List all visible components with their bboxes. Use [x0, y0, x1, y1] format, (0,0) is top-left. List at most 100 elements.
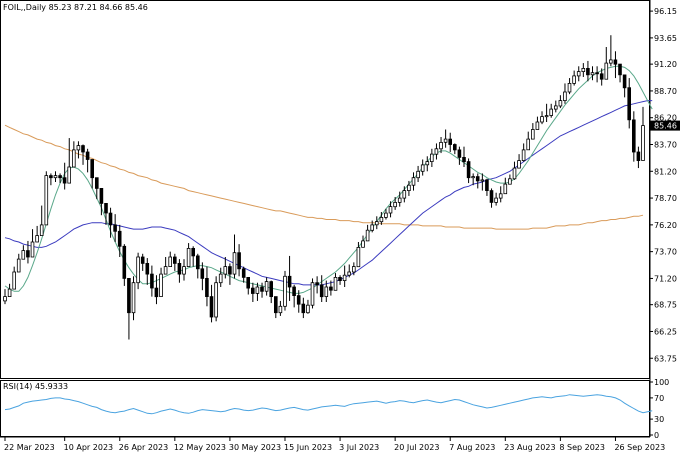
candle-body: [329, 286, 333, 291]
candle-body: [457, 149, 462, 158]
candle-body: [260, 286, 264, 292]
candle: [218, 267, 223, 287]
candle-body: [416, 170, 420, 179]
candle-body: [122, 245, 127, 279]
candle-body: [618, 63, 622, 76]
candle-body: [429, 153, 434, 163]
candle-body: [544, 115, 549, 118]
candle: [411, 172, 416, 191]
candle: [494, 192, 498, 206]
candle: [306, 299, 310, 314]
ma-mid-layer: [4, 100, 653, 286]
candle-body: [81, 145, 85, 153]
candle-body: [356, 246, 361, 268]
candle: [526, 131, 530, 151]
candle-body: [237, 252, 241, 270]
candle-body: [448, 138, 452, 145]
candle: [21, 245, 26, 260]
candle: [140, 253, 145, 271]
price-tick-label: 93.65: [654, 34, 677, 43]
time-tick-label: 8 Sep 2023: [559, 443, 605, 452]
candle: [485, 178, 489, 196]
candle: [402, 186, 407, 203]
candle-body: [150, 273, 154, 289]
candle: [388, 201, 393, 218]
candle-body: [30, 241, 35, 258]
ma-fast-layer: [4, 65, 653, 294]
candle-body: [342, 274, 347, 282]
candle-body: [388, 206, 393, 214]
candle: [7, 283, 12, 298]
candle: [480, 173, 485, 191]
candle: [214, 276, 218, 322]
candle-body: [283, 275, 287, 307]
time-tick-label: 30 May 2023: [229, 443, 281, 452]
price-tick-label: 83.70: [654, 141, 677, 150]
candle-body: [526, 138, 530, 151]
candle-body: [503, 183, 508, 195]
candle-body: [338, 276, 342, 281]
candle: [95, 177, 99, 200]
candle-body: [576, 71, 581, 77]
candle: [108, 207, 113, 238]
candle: [397, 191, 402, 207]
price-tick-label: 91.20: [654, 60, 677, 69]
candle: [434, 143, 439, 160]
last-price-label: 85.46: [654, 122, 677, 131]
candle: [273, 296, 278, 319]
candle: [609, 35, 613, 67]
candle: [104, 202, 108, 225]
candle: [44, 171, 49, 226]
candle: [503, 177, 508, 195]
candle-body: [278, 305, 283, 314]
candles-layer: [3, 35, 645, 340]
candle: [329, 280, 333, 296]
candle: [209, 284, 214, 323]
candle-body: [466, 161, 471, 179]
candle: [16, 253, 21, 273]
candle: [466, 158, 471, 184]
candle-body: [127, 277, 131, 314]
candle-body: [26, 250, 30, 258]
candle: [49, 173, 53, 186]
candle-body: [443, 138, 448, 143]
candle: [517, 154, 521, 169]
candle: [117, 224, 122, 257]
candle: [471, 173, 475, 186]
candle-body: [246, 276, 251, 289]
candle: [113, 214, 117, 242]
price-axis: 96.15 93.65 91.20 88.70 86.20 83.70 81.20 78.70…: [650, 7, 677, 363]
candle: [122, 244, 127, 286]
candle-body: [205, 277, 209, 297]
candle: [627, 78, 631, 129]
candle: [452, 143, 457, 155]
candle-body: [485, 179, 489, 191]
candle-body: [292, 286, 296, 297]
candle-body: [3, 296, 7, 302]
candle: [443, 129, 448, 148]
candle: [67, 138, 72, 184]
candle: [53, 171, 58, 182]
price-tick-label: 96.15: [654, 7, 677, 16]
candle: [563, 83, 567, 104]
candle-body: [384, 212, 388, 218]
candle: [632, 111, 636, 162]
candle: [150, 265, 154, 297]
candle: [168, 251, 173, 268]
candle: [549, 103, 553, 118]
candle: [457, 146, 462, 165]
time-tick-label: 23 Aug 2023: [504, 443, 555, 452]
rsi-tick-label: 70: [654, 394, 664, 403]
candle-body: [462, 156, 466, 163]
candle-body: [168, 256, 173, 268]
candle-body: [365, 229, 370, 242]
candle-body: [641, 125, 645, 161]
candle: [420, 159, 425, 176]
candle: [99, 187, 104, 216]
candle: [425, 156, 430, 172]
candle-body: [554, 105, 558, 110]
candle-body: [632, 119, 636, 153]
candle-body: [154, 287, 159, 298]
candle-body: [471, 176, 475, 179]
